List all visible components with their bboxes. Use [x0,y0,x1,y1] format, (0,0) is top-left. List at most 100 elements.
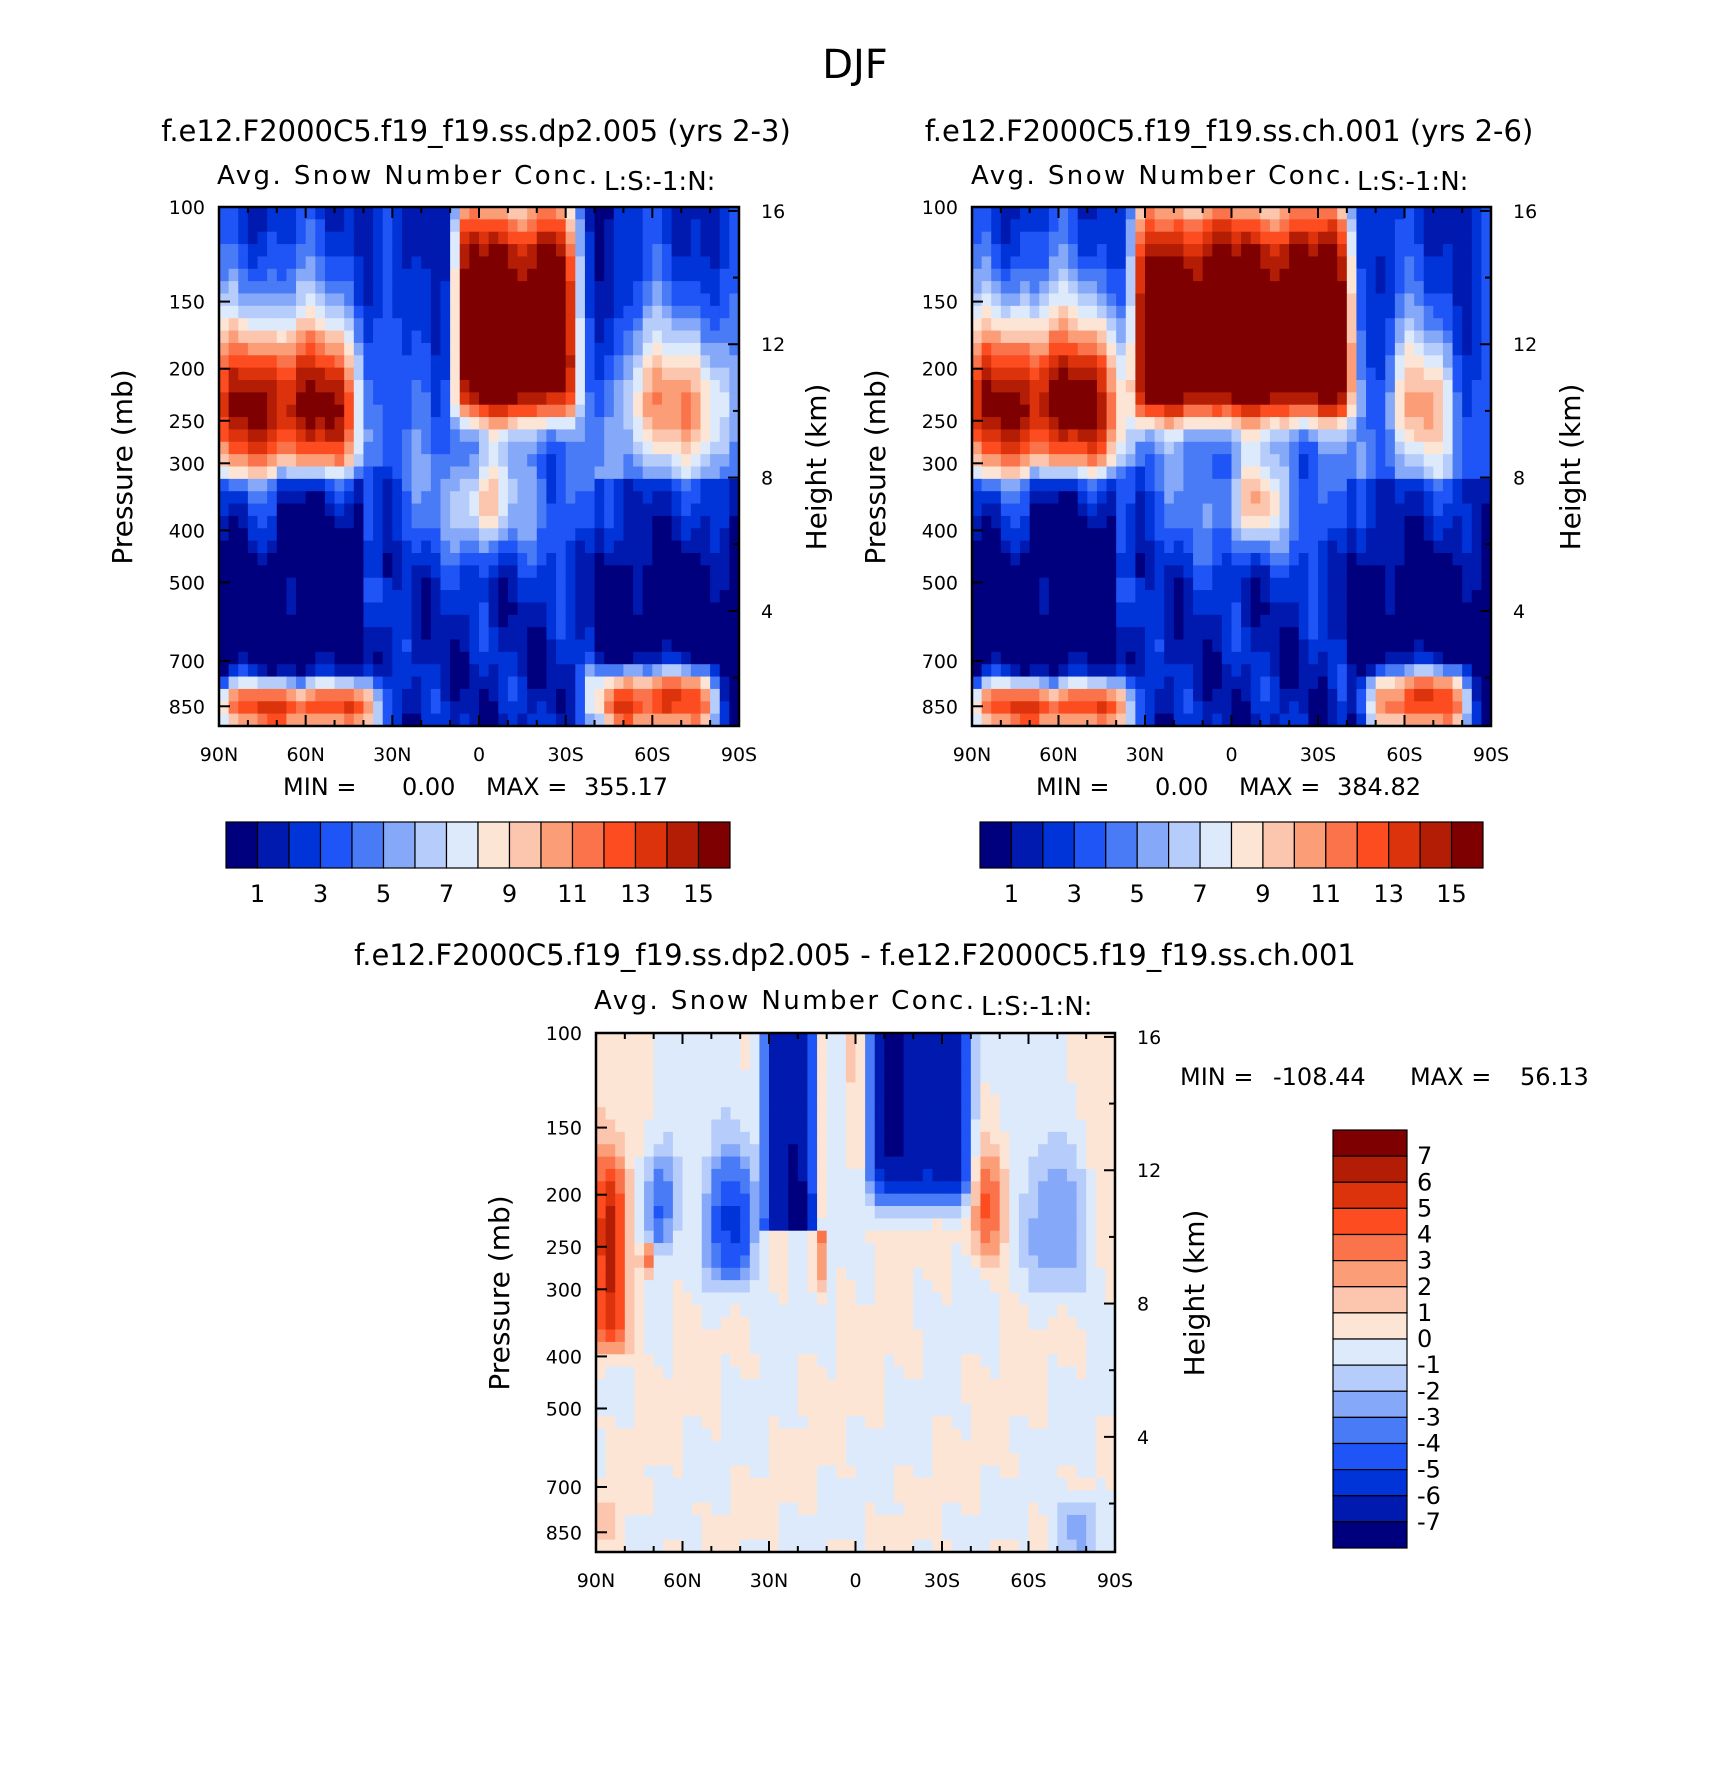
contour-cell [508,454,518,467]
contour-cell [344,689,354,702]
contour-cell [1078,652,1088,665]
contour-cell [402,590,412,603]
contour-cell [972,602,982,615]
contour-cell [1443,256,1453,269]
contour-cell [219,602,229,615]
contour-cell [623,714,633,727]
contour-cell [421,677,431,690]
contour-cell [556,467,566,480]
contour-cell [373,380,383,393]
contour-cell [1405,232,1415,245]
contour-cell [1097,331,1107,344]
contour-cell [1010,343,1020,356]
contour-cell [537,281,547,294]
contour-cell [982,294,992,307]
contour-cell [421,516,431,529]
contour-cell [412,392,422,405]
contour-cell [460,615,470,628]
contour-cell [267,219,277,232]
contour-cell [363,528,373,541]
contour-cell [527,368,537,381]
contour-cell [1107,701,1117,714]
contour-cell [681,664,691,677]
contour-cell [982,405,992,418]
contour-cell [1030,405,1040,418]
contour-cell [1107,615,1117,628]
contour-cell [1241,343,1251,356]
contour-cell [614,664,624,677]
contour-cell [1010,256,1020,269]
contour-cell [296,343,306,356]
contour-cell [1087,318,1097,331]
contour-cell [238,677,248,690]
contour-cell [1164,528,1174,541]
contour-cell [277,368,287,381]
contour-cell [1299,281,1309,294]
contour-cell [277,677,287,690]
contour-cell [392,318,402,331]
contour-cell [258,294,268,307]
contour-cell [1116,701,1126,714]
contour-cell [1308,405,1318,418]
contour-cell [421,343,431,356]
contour-cell [286,615,296,628]
contour-cell [1030,368,1040,381]
contour-cell [1183,232,1193,245]
colorbar-swatch [1106,822,1137,868]
contour-cell [1299,615,1309,628]
contour-cell [267,640,277,653]
contour-cell [219,392,229,405]
contour-cell [652,467,662,480]
contour-cell [1059,405,1069,418]
contour-cell [566,467,576,480]
contour-cell [1453,677,1463,690]
contour-cell [1376,467,1386,480]
contour-cell [1472,479,1482,492]
contour-cell [991,640,1001,653]
contour-cell [1270,640,1280,653]
contour-cell [537,294,547,307]
contour-cell [1107,417,1117,430]
contour-cell [1078,318,1088,331]
contour-cell [1193,392,1203,405]
contour-cell [1039,615,1049,628]
colorbar-label: 7 [439,880,454,908]
contour-cell [450,281,460,294]
contour-cell [1405,516,1415,529]
contour-cell [884,1045,894,1058]
contour-cell [450,467,460,480]
contour-cell [604,219,614,232]
contour-cell [691,294,701,307]
contour-cell [1347,244,1357,257]
contour-cell [575,491,585,504]
contour-cell [769,1058,779,1071]
contour-cell [1001,652,1011,665]
contour-cell [1183,677,1193,690]
contour-cell [421,701,431,714]
contour-cell [1049,454,1059,467]
contour-cell [1385,578,1395,591]
contour-cell [238,392,248,405]
contour-cell [566,454,576,467]
contour-cell [1308,701,1318,714]
contour-cell [431,219,441,232]
contour-cell [431,368,441,381]
contour-cell [1049,516,1059,529]
contour-cell [363,615,373,628]
contour-cell [1232,689,1242,702]
contour-cell [1405,714,1415,727]
contour-cell [575,343,585,356]
contour-cell [779,1033,789,1046]
contour-cell [335,528,345,541]
contour-cell [546,343,556,356]
contour-cell [412,219,422,232]
contour-cell [1222,491,1232,504]
contour-cell [625,1070,635,1083]
contour-cell [335,232,345,245]
contour-cell [1001,664,1011,677]
contour-cell [286,590,296,603]
contour-cell [546,294,556,307]
contour-cell [527,640,537,653]
contour-cell [798,1033,808,1046]
contour-cell [1155,355,1165,368]
